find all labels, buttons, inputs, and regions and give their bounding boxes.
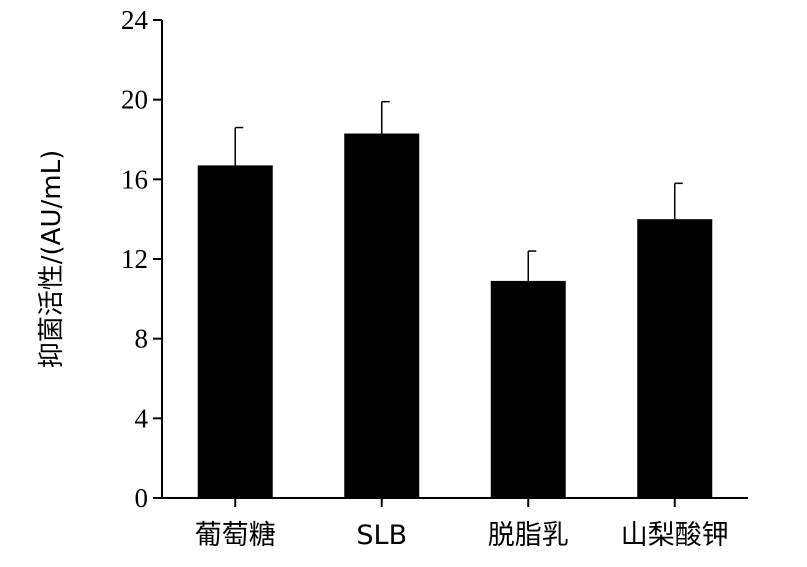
error-bars: [234, 100, 683, 281]
bar: [637, 219, 713, 498]
bar: [490, 280, 566, 498]
y-tick-label: 8: [135, 324, 149, 354]
x-axis: 葡萄糖 SLB 脱脂乳 山梨酸钾: [162, 497, 748, 551]
y-axis-title: 抑菌活性/(AU/mL): [37, 150, 67, 368]
bar: [197, 165, 273, 498]
bars: [197, 133, 713, 498]
x-tick-label: SLB: [356, 520, 407, 551]
y-tick-label: 20: [121, 85, 148, 115]
y-tick-label: 16: [121, 164, 148, 194]
y-tick-label: 24: [121, 5, 149, 35]
y-axis: 0 4 8 12 16 20 24: [121, 5, 163, 513]
x-tick-label: 葡萄糖: [195, 520, 276, 551]
y-tick-label: 12: [121, 244, 148, 274]
y-tick-label: 0: [135, 483, 149, 513]
bar: [344, 133, 420, 498]
x-tick-label: 山梨酸钾: [621, 520, 729, 551]
x-tick-label: 脱脂乳: [488, 520, 569, 551]
y-tick-label: 4: [135, 403, 149, 433]
